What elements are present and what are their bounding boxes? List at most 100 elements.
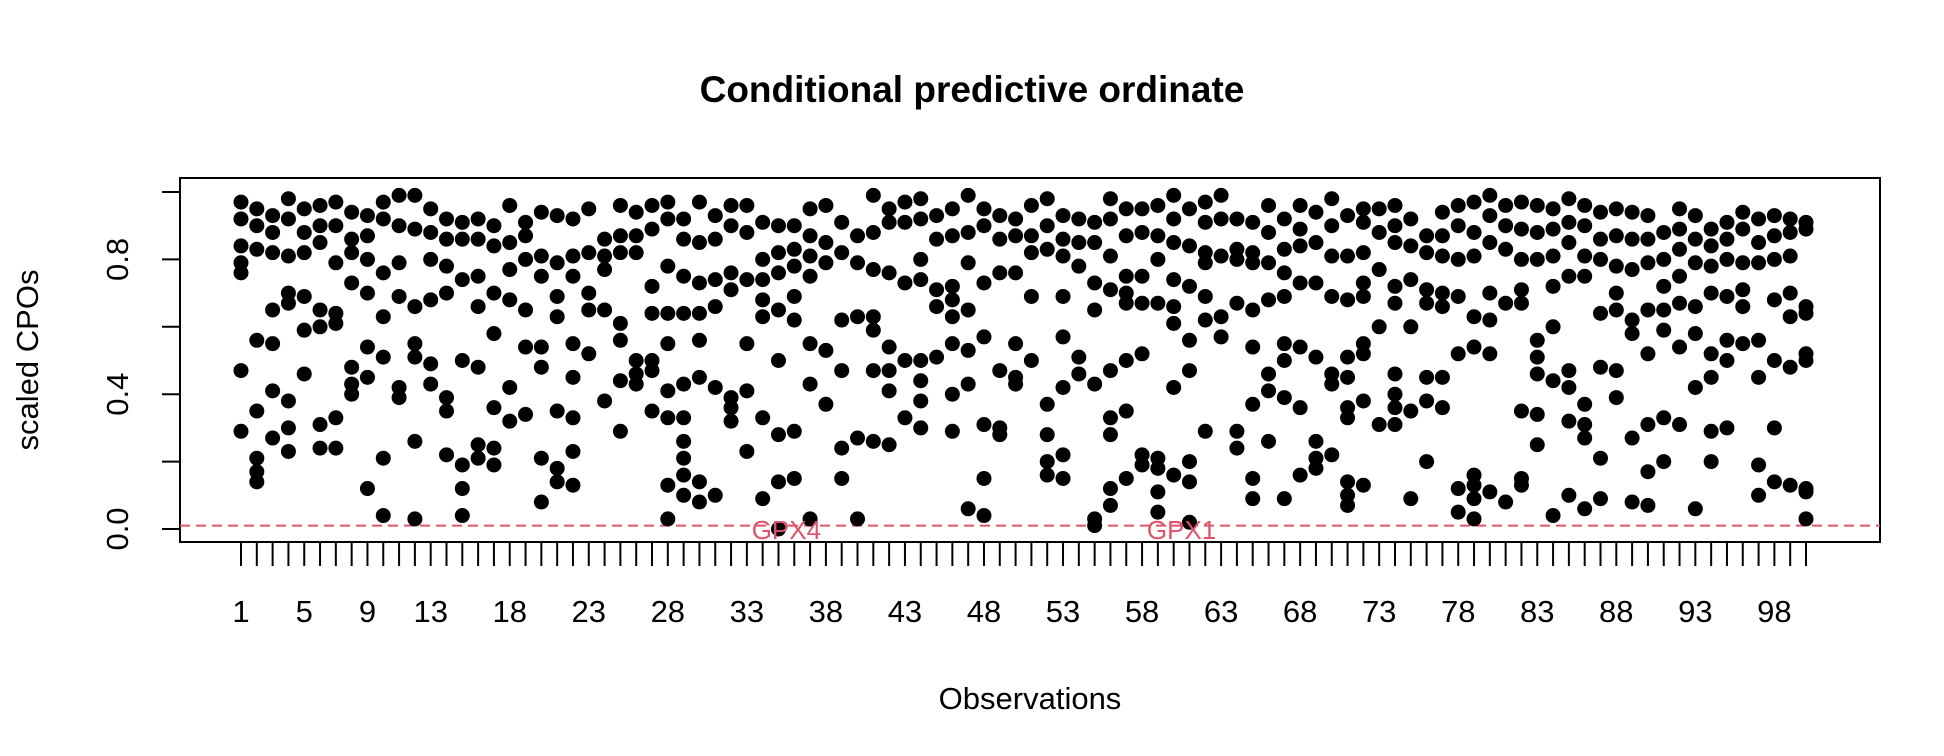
data-point <box>359 285 375 301</box>
data-point <box>691 332 707 348</box>
data-point <box>1087 518 1103 534</box>
data-point <box>1592 231 1608 247</box>
data-point <box>1624 430 1640 446</box>
data-point <box>1624 262 1640 278</box>
data-point <box>1023 353 1039 368</box>
data-point <box>1387 366 1403 382</box>
data-point <box>1419 245 1435 261</box>
data-point <box>265 383 281 399</box>
data-point <box>612 245 628 261</box>
data-point <box>1039 467 1055 483</box>
data-point <box>1055 379 1071 395</box>
data-point <box>265 302 281 318</box>
data-point <box>755 292 771 308</box>
data-point <box>407 349 423 365</box>
data-point <box>581 302 597 318</box>
data-point <box>1798 353 1814 368</box>
data-point <box>1719 214 1735 230</box>
data-point <box>1687 255 1703 271</box>
data-point <box>1419 282 1435 298</box>
data-point <box>913 353 929 368</box>
data-point <box>1039 218 1055 234</box>
data-point <box>1118 201 1134 217</box>
data-point <box>1577 268 1593 284</box>
data-point <box>1276 336 1292 352</box>
data-point <box>1197 214 1213 230</box>
data-point <box>850 511 866 527</box>
data-point <box>960 302 976 318</box>
data-point <box>1055 231 1071 247</box>
data-point <box>739 383 755 399</box>
x-tick-label: 53 <box>1046 594 1080 629</box>
data-point <box>1197 255 1213 271</box>
data-point <box>565 443 581 459</box>
data-point <box>1498 197 1514 213</box>
data-point <box>1197 288 1213 304</box>
data-point <box>1245 302 1261 318</box>
data-point <box>454 272 470 288</box>
data-point <box>802 201 818 217</box>
data-point <box>1656 278 1672 294</box>
data-point <box>1782 309 1798 325</box>
data-point <box>1118 295 1134 311</box>
data-point <box>1782 248 1798 264</box>
data-point <box>328 440 344 456</box>
data-point <box>1482 285 1498 301</box>
data-point <box>1751 487 1767 503</box>
data-point <box>1118 403 1134 419</box>
data-point <box>976 417 992 433</box>
data-point <box>549 474 565 490</box>
data-point <box>312 302 328 318</box>
data-point <box>1039 454 1055 470</box>
data-point <box>1640 255 1656 271</box>
data-point <box>1529 332 1545 348</box>
data-point <box>1545 319 1561 335</box>
data-point <box>597 393 613 409</box>
data-point <box>233 363 249 379</box>
data-point <box>1577 218 1593 234</box>
data-point <box>1387 235 1403 251</box>
data-point <box>1687 231 1703 247</box>
data-point <box>344 245 360 261</box>
data-point <box>1197 194 1213 210</box>
data-point <box>1561 191 1577 207</box>
data-point <box>470 231 486 247</box>
data-point <box>391 255 407 271</box>
data-point <box>1134 346 1150 362</box>
data-point <box>454 353 470 368</box>
data-point <box>1008 211 1024 227</box>
x-tick-label: 48 <box>967 594 1001 629</box>
data-point <box>1624 494 1640 510</box>
data-point <box>581 245 597 261</box>
data-point <box>770 474 786 490</box>
data-point <box>1308 235 1324 251</box>
data-point <box>439 258 455 274</box>
data-point <box>691 369 707 385</box>
data-point <box>1608 363 1624 379</box>
data-point <box>265 224 281 240</box>
data-point <box>328 410 344 426</box>
data-point <box>375 211 391 227</box>
data-point <box>612 423 628 439</box>
data-point <box>1482 208 1498 224</box>
data-point <box>1355 288 1371 304</box>
data-point <box>1592 204 1608 220</box>
data-point <box>249 450 265 466</box>
data-point <box>1624 231 1640 247</box>
data-point <box>644 197 660 213</box>
data-point <box>1387 400 1403 416</box>
data-point <box>565 477 581 493</box>
data-point <box>518 406 534 422</box>
data-point <box>976 470 992 486</box>
data-point <box>344 359 360 375</box>
data-point <box>723 197 739 213</box>
data-point <box>960 224 976 240</box>
data-point <box>1719 251 1735 267</box>
data-point <box>312 440 328 456</box>
data-point <box>1466 477 1482 493</box>
data-point <box>1751 332 1767 348</box>
data-point <box>676 487 692 503</box>
data-point <box>1545 373 1561 389</box>
data-point <box>992 427 1008 443</box>
data-point <box>565 248 581 264</box>
